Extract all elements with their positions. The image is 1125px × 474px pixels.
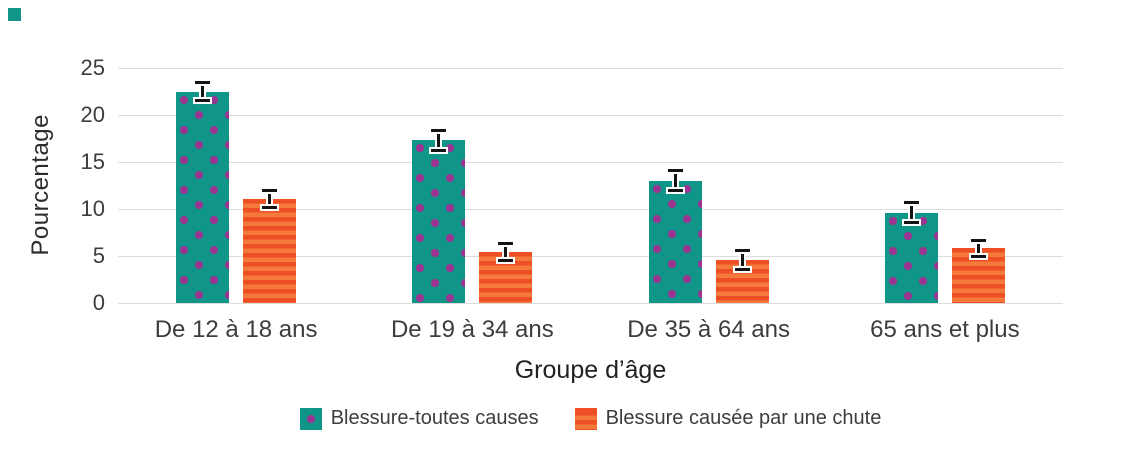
error-bar-cap-top [903,200,919,204]
error-bar-cap-bottom [431,149,447,153]
error-bar-stem [201,82,205,101]
y-tick-label-20: 20 [80,102,105,127]
bar-series1-group0 [243,198,297,303]
error-bar-stem [673,170,677,191]
error-bar-cap-bottom [903,220,919,224]
error-bar-cap-bottom [970,254,986,258]
error-bar-cap-top [195,80,211,84]
gridline-10 [118,209,1063,210]
error-bar-cap-top [262,188,278,192]
error-bar-stem [437,130,441,151]
legend: Blessure-toutes causes Blessure causée p… [118,407,1063,430]
error-bar-cap-top [734,248,750,252]
legend-item-chute: Blessure causée par une chute [574,407,882,430]
error-bar-cap-bottom [262,205,278,209]
error-bar-cap-bottom [498,259,514,263]
x-category-label-1: De 19 à 34 ans [390,316,554,343]
error-bar-stem [976,240,980,256]
gridline-20 [118,115,1063,116]
error-bar-cap-bottom [195,99,211,103]
bar-series0-group3 [884,212,938,303]
gridline-5 [118,256,1063,257]
error-bar-cap-top [970,238,986,242]
legend-item-toutes-causes: Blessure-toutes causes [299,407,539,430]
bar-series0-group2 [648,180,702,303]
error-bar-cap-bottom [734,267,750,271]
y-tick-label-25: 25 [80,55,105,80]
legend-swatch-dots [299,407,322,430]
bar-series0-group1 [412,140,466,303]
x-category-label-2: De 35 à 64 ans [627,316,791,343]
error-bar-stem [909,202,913,223]
bar-series1-group3 [951,248,1005,303]
y-tick-label-15: 15 [80,149,105,174]
legend-label-toutes-causes: Blessure-toutes causes [330,407,539,429]
bar-series1-group1 [479,252,533,303]
y-axis-title-wrap: Pourcentage [20,62,62,307]
y-tick-label-5: 5 [92,243,105,268]
error-bar-cap-top [431,129,447,133]
y-tick-label-0: 0 [92,290,105,315]
legend-swatch-stripes [574,407,597,430]
error-bar-cap-bottom [667,188,683,192]
gridline-0 [118,303,1063,304]
y-tick-label-10: 10 [80,196,105,221]
legend-label-chute: Blessure causée par une chute [605,407,882,429]
error-bar-cap-top [498,242,514,246]
corner-accent-mark [8,8,21,21]
gridline-25 [118,68,1063,69]
error-bar-stem [268,190,272,208]
bar-series0-group0 [176,91,230,303]
error-bar-cap-top [667,168,683,172]
gridline-15 [118,162,1063,163]
error-bar-stem [504,243,508,261]
x-category-label-3: 65 ans et plus [870,316,1020,343]
x-category-label-0: De 12 à 18 ans [154,316,318,343]
y-axis-title: Pourcentage [27,113,54,256]
error-bar-stem [740,250,744,270]
bar-series1-group2 [715,259,769,303]
x-axis-title: Groupe d’âge [514,356,667,384]
